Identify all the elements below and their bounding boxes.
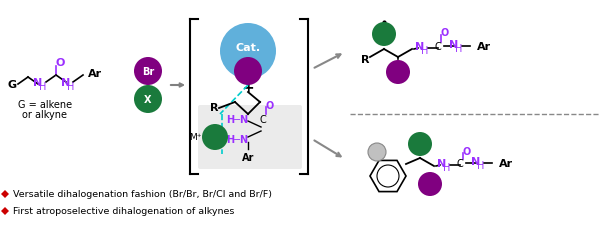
Text: C: C (435, 42, 441, 52)
Text: G: G (7, 80, 17, 90)
Text: H: H (443, 162, 451, 172)
Text: Br: Br (142, 67, 154, 77)
Text: O: O (55, 58, 64, 68)
Text: H: H (67, 82, 75, 92)
Text: X: X (211, 132, 219, 142)
Text: X: X (416, 139, 424, 149)
Text: Cat.: Cat. (235, 43, 261, 53)
Circle shape (134, 86, 162, 114)
Text: O: O (266, 101, 274, 111)
Text: Br: Br (424, 180, 436, 189)
Circle shape (234, 58, 262, 86)
Text: C: C (259, 114, 266, 124)
Text: O: O (463, 146, 471, 156)
Text: Versatile dihalogenation fashion (Br/Br, Br/Cl and Br/F): Versatile dihalogenation fashion (Br/Br,… (13, 190, 272, 199)
Text: G = alkene: G = alkene (18, 100, 72, 109)
Circle shape (386, 61, 410, 85)
Circle shape (418, 172, 442, 196)
Text: N: N (438, 158, 447, 168)
Text: H─N: H─N (226, 134, 248, 144)
Text: C: C (457, 158, 464, 168)
Text: X: X (144, 95, 152, 105)
Text: N: N (33, 78, 43, 88)
Text: +: + (242, 81, 254, 95)
FancyBboxPatch shape (198, 106, 302, 169)
Circle shape (220, 24, 276, 80)
Polygon shape (1, 207, 9, 215)
Text: H: H (421, 46, 429, 56)
Text: H: H (39, 82, 47, 92)
Text: N: N (471, 156, 480, 166)
Text: R: R (361, 55, 369, 65)
Text: X: X (380, 30, 388, 40)
Text: M⁺: M⁺ (190, 133, 202, 142)
Text: N: N (415, 42, 424, 52)
Polygon shape (1, 190, 9, 198)
Circle shape (372, 23, 396, 47)
Text: Ar: Ar (499, 158, 513, 168)
Circle shape (408, 132, 432, 156)
Text: Br: Br (242, 67, 254, 77)
Circle shape (134, 58, 162, 86)
Text: O: O (441, 28, 449, 38)
Circle shape (368, 143, 386, 161)
Text: Br: Br (393, 68, 404, 77)
Text: R: R (209, 103, 219, 112)
Text: First atroposelective dihalogenation of alkynes: First atroposelective dihalogenation of … (13, 207, 234, 215)
Text: H: H (477, 160, 485, 170)
Text: Ar: Ar (88, 69, 102, 79)
Text: N: N (449, 40, 459, 50)
Text: or alkyne: or alkyne (22, 109, 67, 120)
Text: Ar: Ar (477, 42, 491, 52)
Text: H─N: H─N (226, 114, 248, 124)
Text: Ar: Ar (242, 152, 254, 162)
Circle shape (202, 124, 228, 150)
Text: H: H (455, 44, 463, 54)
Text: N: N (61, 78, 70, 88)
